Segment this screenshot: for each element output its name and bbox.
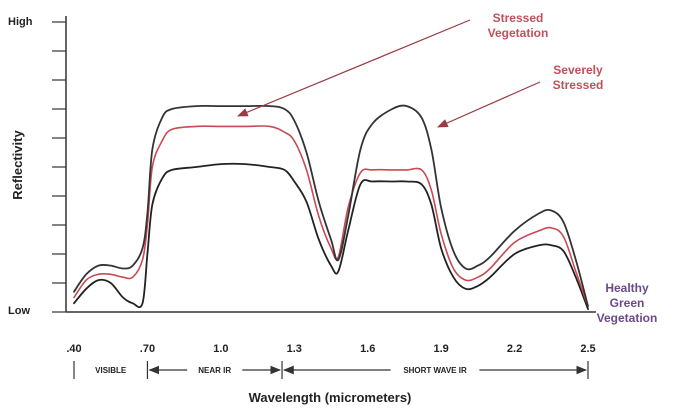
annotation-severely-line-1: Severely bbox=[553, 63, 603, 77]
annotation-stressed: Stressed Vegetation bbox=[237, 11, 549, 117]
x-axis-title: Wavelength (micrometers) bbox=[249, 390, 412, 405]
region-label-visible: VISIBLE bbox=[95, 366, 127, 375]
annotation-severely-arrow bbox=[437, 81, 541, 128]
x-tick-label: .70 bbox=[140, 343, 155, 355]
series-line-healthy-green-vegetation bbox=[73, 162, 589, 310]
annotation-stressed-line-2: Vegetation bbox=[488, 26, 549, 40]
y-axis-title: Reflectivity bbox=[10, 130, 25, 200]
y-axis-ticks bbox=[52, 21, 66, 313]
wavelength-regions: VISIBLE NEAR IR SHORT WAVE IR bbox=[73, 361, 589, 379]
annotation-healthy-line-2: Green bbox=[610, 296, 645, 310]
x-tick-label: 1.0 bbox=[213, 343, 228, 355]
region-label-short-wave-ir: SHORT WAVE IR bbox=[403, 366, 467, 375]
annotation-healthy: Healthy Green Vegetation bbox=[597, 281, 658, 325]
x-tick-label: 1.3 bbox=[287, 343, 302, 355]
series-line-severely-stressed bbox=[73, 104, 589, 308]
x-tick-label: 1.6 bbox=[360, 343, 375, 355]
y-tick-label-high: High bbox=[8, 16, 33, 28]
annotation-stressed-line-1: Stressed bbox=[493, 11, 544, 25]
annotation-severely-line-2: Stressed bbox=[553, 78, 604, 92]
series-lines bbox=[73, 104, 589, 310]
x-tick-label: 2.2 bbox=[507, 343, 522, 355]
region-label-near-ir: NEAR IR bbox=[198, 366, 231, 375]
x-axis-tick-labels: .40 .70 1.0 1.3 1.6 1.9 2.2 2.5 bbox=[66, 343, 595, 355]
annotation-healthy-line-1: Healthy bbox=[605, 281, 649, 295]
x-tick-label: 1.9 bbox=[433, 343, 448, 355]
x-tick-label: 2.5 bbox=[580, 343, 595, 355]
series-line-stressed-vegetation bbox=[73, 125, 589, 307]
x-tick-label: .40 bbox=[66, 343, 81, 355]
y-tick-label-low: Low bbox=[8, 305, 30, 317]
annotation-severely-stressed: Severely Stressed bbox=[437, 63, 604, 128]
annotation-healthy-line-3: Vegetation bbox=[597, 311, 658, 325]
annotation-stressed-arrow bbox=[237, 19, 471, 117]
